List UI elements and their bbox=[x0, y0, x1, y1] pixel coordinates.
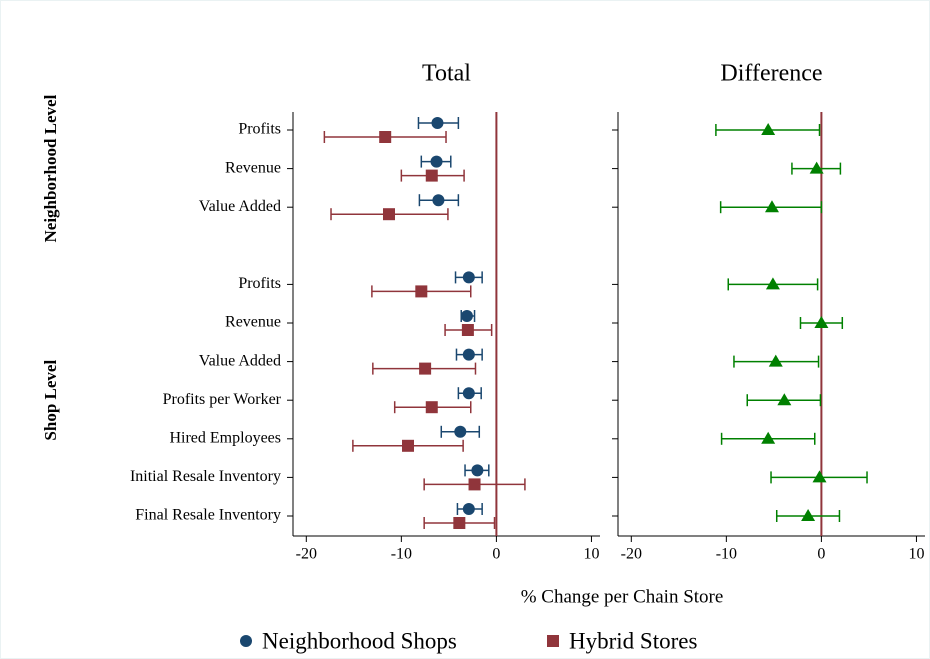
point-estimate bbox=[761, 123, 776, 135]
y-tick-label: Profits bbox=[238, 275, 281, 292]
y-tick-label: Revenue bbox=[225, 314, 281, 331]
y-tick-label: Profits bbox=[238, 121, 281, 138]
point-estimate bbox=[462, 503, 475, 515]
point-estimate bbox=[382, 208, 395, 221]
point-estimate bbox=[431, 117, 444, 129]
point-estimate bbox=[764, 200, 779, 213]
point-estimate bbox=[812, 470, 827, 483]
point-estimate bbox=[419, 362, 432, 375]
point-estimate bbox=[425, 401, 438, 414]
point-estimate bbox=[415, 285, 428, 298]
point-estimate bbox=[468, 478, 481, 491]
point-estimate bbox=[462, 348, 475, 361]
point-estimate bbox=[462, 271, 475, 284]
point-estimate bbox=[801, 509, 816, 521]
point-estimate bbox=[432, 194, 445, 207]
x-tick-label: -20 bbox=[296, 546, 317, 563]
point-estimate bbox=[453, 517, 466, 529]
y-tick-label: Revenue bbox=[225, 159, 281, 176]
y-tick-label: Hired Employees bbox=[169, 429, 281, 446]
point-estimate bbox=[402, 439, 415, 452]
y-tick-label: Value Added bbox=[199, 352, 281, 369]
x-tick-label: -10 bbox=[716, 546, 737, 563]
x-tick-label: 0 bbox=[492, 546, 500, 563]
point-estimate bbox=[809, 161, 824, 174]
group-label: Shop Level bbox=[41, 360, 60, 441]
legend-marker bbox=[547, 635, 559, 647]
y-tick-label: Final Resale Inventory bbox=[135, 507, 281, 524]
y-tick-label: Profits per Worker bbox=[163, 391, 282, 408]
point-estimate bbox=[379, 131, 392, 143]
legend-label: Neighborhood Shops bbox=[262, 628, 457, 653]
point-estimate bbox=[761, 431, 776, 444]
group-label: Neighborhood Level bbox=[41, 94, 60, 242]
x-axis-label: % Change per Chain Store bbox=[521, 586, 724, 607]
point-estimate bbox=[768, 354, 783, 367]
point-estimate bbox=[462, 387, 475, 400]
point-estimate bbox=[471, 464, 484, 477]
x-tick-label: -20 bbox=[621, 546, 642, 563]
x-tick-label: 10 bbox=[908, 546, 924, 563]
point-estimate bbox=[460, 310, 473, 322]
legend-marker bbox=[240, 635, 252, 647]
y-tick-label: Value Added bbox=[199, 198, 281, 215]
x-tick-label: -10 bbox=[391, 546, 412, 563]
legend-label: Hybrid Stores bbox=[569, 628, 697, 653]
x-tick-label: 0 bbox=[817, 546, 825, 563]
point-estimate bbox=[814, 316, 829, 328]
x-tick-label: 10 bbox=[583, 546, 599, 563]
panel-title: Total bbox=[422, 61, 471, 87]
point-estimate bbox=[425, 169, 438, 182]
point-estimate bbox=[430, 155, 443, 168]
point-estimate bbox=[777, 393, 792, 406]
panel-title: Difference bbox=[720, 61, 822, 87]
y-tick-label: Initial Resale Inventory bbox=[130, 468, 281, 485]
point-estimate bbox=[454, 425, 467, 438]
point-estimate bbox=[765, 277, 780, 290]
point-estimate bbox=[461, 324, 474, 336]
